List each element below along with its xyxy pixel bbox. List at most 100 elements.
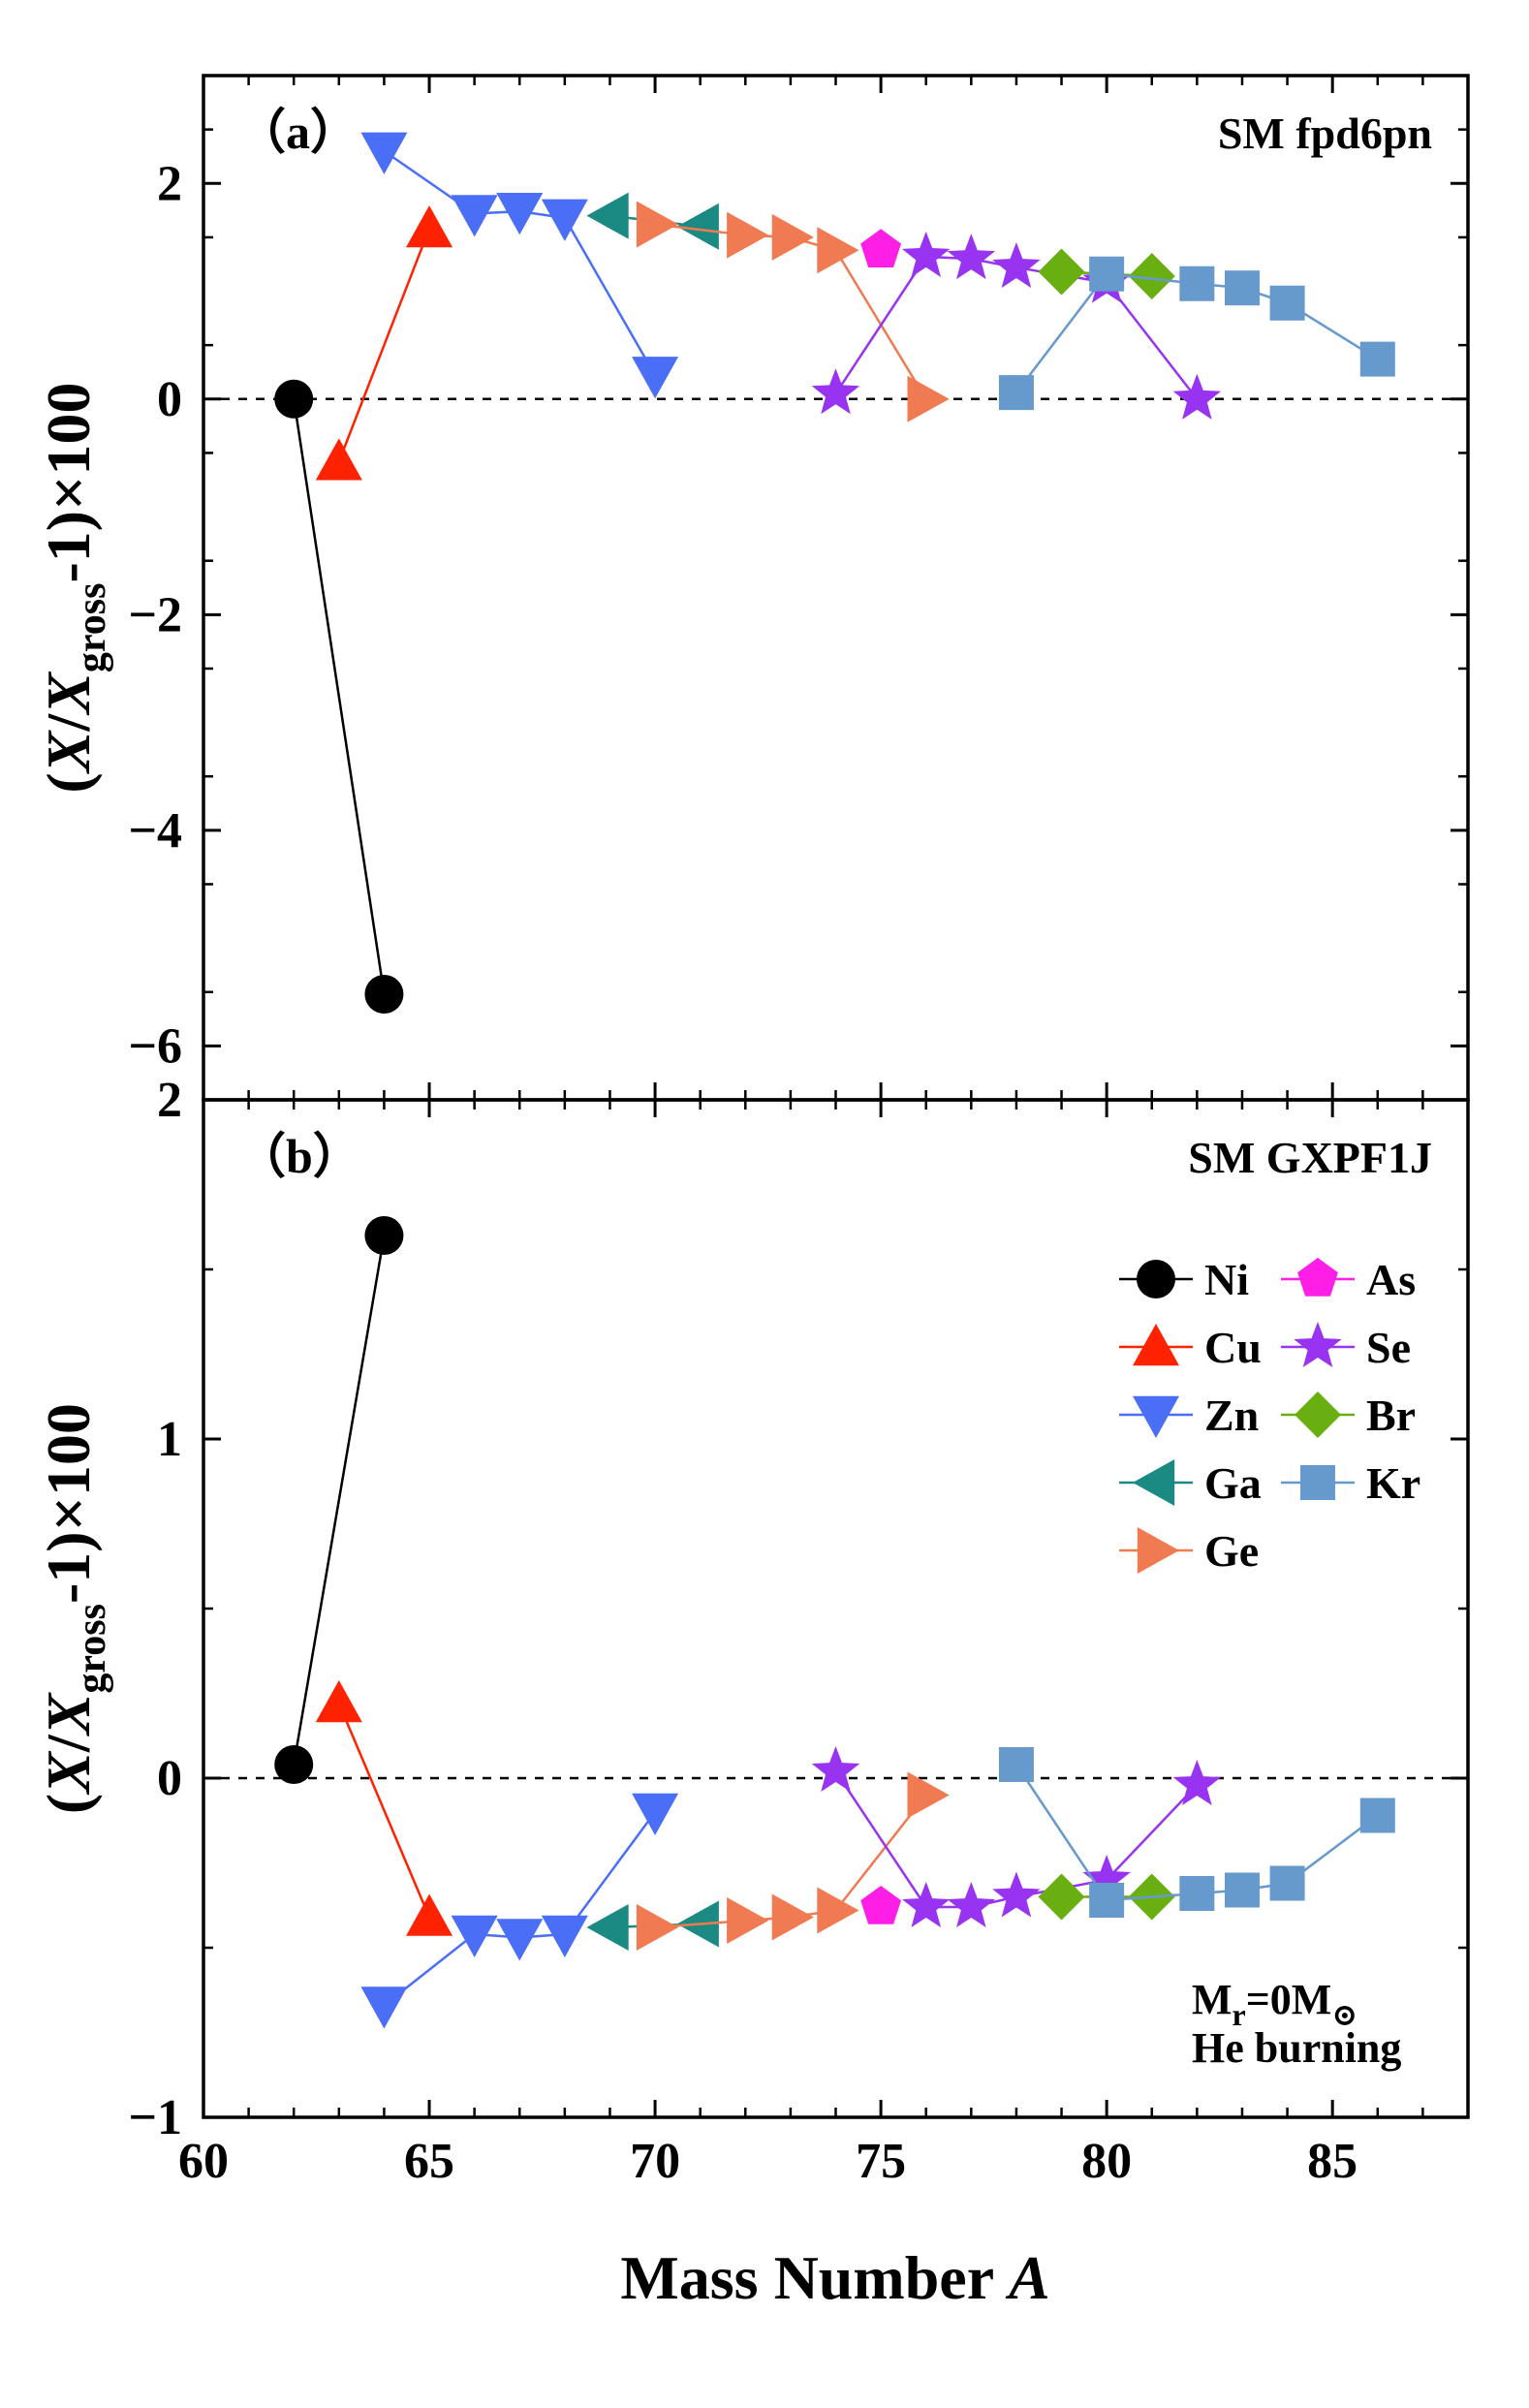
data-point-zn [632, 357, 679, 399]
data-point-kr [1224, 270, 1260, 306]
data-point-se [947, 1882, 996, 1928]
data-point-ge [771, 1893, 814, 1941]
data-point-kr [1179, 266, 1215, 301]
x-axis-title: Mass Number A [620, 2243, 1049, 2312]
data-point-kr [1089, 256, 1125, 292]
data-point-kr [1359, 1798, 1395, 1833]
y-tick-label: −2 [128, 587, 182, 642]
data-point-se [1082, 1855, 1131, 1901]
y-tick-label: 2 [157, 1073, 182, 1128]
note-burning-phase: He burning [1192, 2024, 1401, 2072]
data-point-br [1038, 248, 1085, 296]
data-point-se [901, 231, 951, 277]
x-tick-label: 85 [1307, 2134, 1357, 2189]
data-point-kr [1089, 1883, 1125, 1918]
data-point-br [1038, 1873, 1085, 1921]
legend-marker-cu [1133, 1324, 1179, 1366]
data-point-ga [586, 1904, 629, 1951]
data-point-ni [274, 379, 314, 419]
panel-a: −6 −4 −2 0 2 （a） SM fpd6pn [128, 74, 1470, 1102]
data-point-cu [315, 1680, 362, 1723]
legend-label-ni: Ni [1204, 1255, 1249, 1304]
legend-label-zn: Zn [1204, 1391, 1259, 1440]
panel-label: （b） [237, 1129, 361, 1183]
series-line-se [834, 1770, 1199, 1909]
data-point-ge [636, 1904, 679, 1951]
legend-marker-ni [1137, 1260, 1175, 1298]
y-tick-label: −6 [128, 1018, 182, 1074]
data-point-ge [636, 201, 679, 248]
data-point-cu [315, 438, 362, 481]
y-tick-label: 0 [157, 372, 182, 427]
note-mass-coordinate: Mr=0M⊙ [1192, 1976, 1357, 2032]
data-point-zn [451, 195, 498, 237]
data-point-kr [998, 375, 1034, 411]
data-point-se [1172, 373, 1222, 420]
legend-marker-ge [1137, 1527, 1179, 1574]
data-point-ge [907, 1771, 950, 1819]
data-point-cu [406, 1893, 453, 1936]
data-point-kr [998, 1747, 1034, 1782]
x-tick-label: 75 [856, 2134, 906, 2189]
data-point-as [860, 1886, 902, 1924]
x-tick-label: 70 [630, 2134, 680, 2189]
legend-label-as: As [1366, 1255, 1416, 1304]
data-point-ge [817, 227, 859, 274]
series-line-cu [337, 1703, 431, 1918]
data-point-as [860, 229, 902, 268]
series-line-cu [337, 228, 431, 462]
data-point-zn [541, 1915, 588, 1957]
data-point-zn [541, 199, 588, 241]
plot-frame [202, 74, 1470, 1102]
y-tick-label: 1 [157, 1412, 182, 1467]
x-tick-label: 60 [178, 2134, 229, 2189]
legend-marker-se [1294, 1322, 1342, 1368]
legend-label-ga: Ga [1204, 1458, 1262, 1508]
data-point-ga [586, 192, 629, 239]
data-point-zn [496, 1919, 544, 1961]
legend-marker-as [1297, 1258, 1338, 1297]
data-point-zn [451, 1915, 498, 1957]
series-line-ni [292, 1235, 386, 1766]
y-axis-title: (X/Xgross-1)×100 [34, 382, 114, 793]
series-line-zn [383, 149, 657, 376]
y-tick-label: 2 [157, 156, 182, 211]
panel-label: （a） [237, 105, 359, 159]
data-point-ni [364, 1216, 404, 1255]
data-point-zn [360, 132, 408, 174]
data-point-kr [1179, 1876, 1215, 1911]
data-point-br [1128, 252, 1175, 299]
data-point-se [901, 1882, 951, 1928]
plot-frame [202, 1098, 1470, 2119]
data-point-kr [1269, 285, 1305, 321]
data-point-ga [676, 203, 719, 250]
y-tick-label: 0 [157, 1751, 182, 1806]
y-tick-label: −1 [128, 2090, 182, 2145]
data-point-ni [274, 1745, 314, 1784]
legend-marker-br [1295, 1392, 1341, 1438]
axis-titles: (X/Xgross-1)×100 (X/Xgross-1)×100 Mass Num… [34, 382, 1050, 2312]
data-point-se [992, 242, 1041, 289]
data-point-ge [907, 375, 950, 422]
data-point-ge [727, 211, 769, 259]
data-point-kr [1359, 341, 1395, 377]
legend: Ni As Cu Se Zn Br Ga Kr Ge Mr=0M⊙He burning [1119, 1255, 1420, 2072]
legend-label-se: Se [1366, 1323, 1411, 1372]
series-line-se [834, 255, 1199, 400]
data-point-se [811, 1746, 860, 1793]
data-point-zn [496, 192, 544, 235]
data-point-ni [364, 974, 404, 1014]
x-tick-label: 65 [404, 2134, 454, 2189]
legend-marker-kr [1300, 1465, 1335, 1500]
data-point-kr [1224, 1872, 1260, 1908]
panel-title: SM fpd6pn [1218, 109, 1432, 158]
legend-marker-ga [1133, 1459, 1175, 1506]
data-point-kr [1269, 1865, 1305, 1901]
data-point-se [811, 368, 860, 415]
data-point-se [1172, 1760, 1222, 1806]
legend-label-cu: Cu [1204, 1323, 1262, 1372]
series-line-ni [292, 398, 386, 995]
legend-marker-zn [1133, 1395, 1179, 1438]
y-axis-title: (X/Xgross-1)×100 [34, 1403, 114, 1814]
